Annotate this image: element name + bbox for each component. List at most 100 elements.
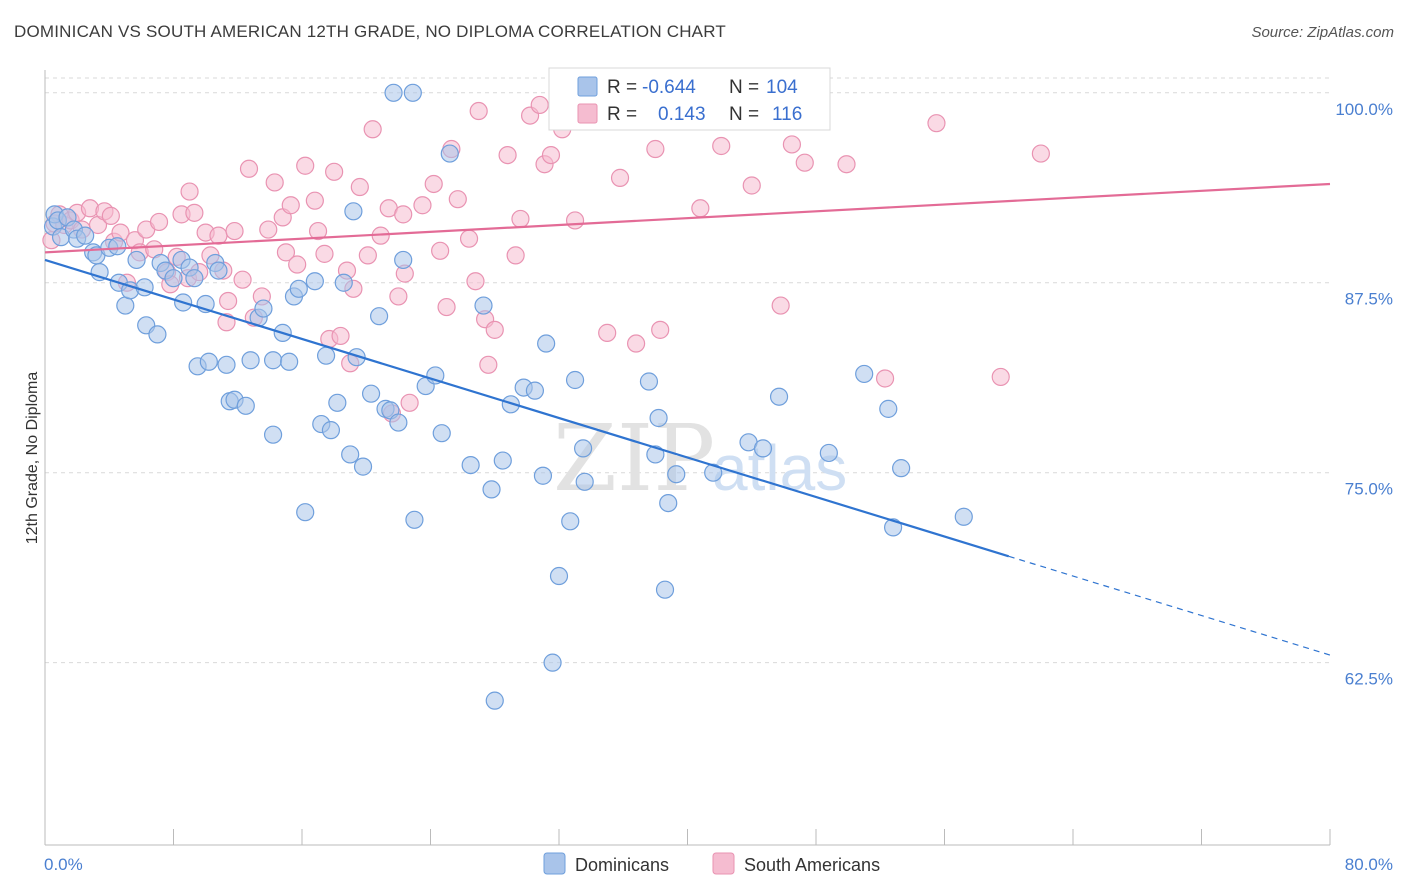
dominican-point xyxy=(575,472,594,491)
south-american-point xyxy=(1031,144,1050,163)
dominican-point xyxy=(344,202,363,221)
dominican-point xyxy=(353,457,373,476)
dominican-point xyxy=(361,384,381,403)
scatter-points xyxy=(42,83,1050,710)
south-american-point xyxy=(598,323,617,342)
south-american-point xyxy=(466,272,485,291)
legend-n-value-dominicans: 104 xyxy=(766,77,798,98)
dominican-point xyxy=(263,425,283,444)
dominican-point xyxy=(384,83,403,102)
legend-r-label-1: R = xyxy=(607,77,637,98)
dominican-point xyxy=(537,334,556,353)
south-american-point xyxy=(795,153,814,172)
south-american-point xyxy=(782,135,802,154)
legend-r-label-2: R = xyxy=(607,104,637,125)
watermark: ZIP atlas xyxy=(553,405,847,512)
south-american-point xyxy=(498,145,517,165)
trend-lines xyxy=(44,182,1331,656)
y-tick-label: 87.5% xyxy=(1345,290,1393,309)
dominican-point xyxy=(485,691,504,710)
dominican-point xyxy=(280,352,299,371)
south-american-point xyxy=(225,221,244,241)
south-american-point xyxy=(315,244,334,263)
south-american-point xyxy=(363,120,382,139)
x-tick-label-min: 0.0% xyxy=(44,855,83,874)
south-american-point xyxy=(875,369,895,388)
south-american-point xyxy=(308,221,328,241)
dominican-point xyxy=(493,451,512,470)
dominican-point xyxy=(127,250,146,270)
dominican-point xyxy=(341,445,360,464)
south-american-point xyxy=(424,174,443,194)
south-american-point xyxy=(837,155,856,174)
dominican-point xyxy=(819,443,838,463)
south-american-point xyxy=(541,145,561,165)
bottom-legend-swatch-dominicans xyxy=(543,852,566,875)
dominican-point xyxy=(639,372,659,391)
south-american-point xyxy=(281,196,300,215)
dominican-point xyxy=(646,445,665,464)
axes: 62.5% 75.0% 87.5% 100.0% 0.0% 80.0% xyxy=(44,70,1393,874)
south-american-point xyxy=(259,220,278,239)
dominican-point xyxy=(148,325,167,344)
watermark-atlas: atlas xyxy=(712,432,847,504)
south-american-point xyxy=(479,355,498,374)
dominican-point xyxy=(370,307,389,326)
dominican-point xyxy=(659,493,678,513)
south-american-point xyxy=(149,212,169,232)
legend-n-label-1: N = xyxy=(729,77,759,98)
dominican-point xyxy=(254,299,273,318)
dominican-trend-line xyxy=(44,258,1010,558)
south-american-point xyxy=(358,246,377,265)
south-american-point xyxy=(185,203,204,222)
legend-swatch-dominicans xyxy=(577,76,598,97)
south-american-point xyxy=(646,139,665,159)
south-american-point xyxy=(296,156,315,175)
dominican-point xyxy=(217,355,236,374)
dominican-point xyxy=(704,463,723,482)
dominican-trend-extension xyxy=(1008,555,1331,656)
south-american-point xyxy=(305,191,324,210)
dominican-point xyxy=(549,566,569,586)
south-american-point xyxy=(209,226,228,245)
y-axis-title: 12th Grade, No Diploma xyxy=(24,372,41,545)
legend-r-value-dominicans: -0.644 xyxy=(642,77,696,98)
south-american-point xyxy=(101,206,120,225)
dominican-point xyxy=(855,364,874,384)
south-american-point xyxy=(239,159,259,178)
south-american-point xyxy=(651,320,670,339)
bottom-legend-swatch-south-americans xyxy=(712,852,735,875)
south-american-point xyxy=(219,291,238,311)
dominican-point xyxy=(440,144,459,163)
dominican-point xyxy=(347,348,366,367)
dominican-point xyxy=(649,408,668,428)
chart-title: DOMINICAN VS SOUTH AMERICAN 12TH GRADE, … xyxy=(14,22,726,41)
dominican-point xyxy=(461,455,480,475)
south-american-point xyxy=(233,270,252,289)
legend-n-label-2: N = xyxy=(729,104,759,125)
dominican-point xyxy=(892,459,911,478)
y-tick-label: 100.0% xyxy=(1335,100,1393,119)
south-american-point xyxy=(325,162,344,181)
dominican-point xyxy=(236,396,255,415)
bottom-legend: Dominicans South Americans xyxy=(543,852,880,875)
south-american-point xyxy=(389,287,408,306)
south-american-point xyxy=(610,168,630,187)
dominican-point xyxy=(565,370,585,390)
dominican-point xyxy=(76,226,95,245)
bottom-legend-south-americans: South Americans xyxy=(744,855,880,875)
south-american-point xyxy=(276,243,296,262)
dominican-point xyxy=(394,250,413,270)
y-tick-label: 62.5% xyxy=(1345,670,1393,689)
legend-r-value-south-americans: 0.143 xyxy=(658,104,706,125)
dominican-point xyxy=(321,421,341,440)
south-american-point xyxy=(431,241,450,260)
dominican-point xyxy=(241,351,260,370)
dominican-point xyxy=(389,413,408,432)
dominican-point xyxy=(164,269,183,288)
bottom-legend-dominicans: Dominicans xyxy=(575,855,669,875)
dominican-point xyxy=(753,439,773,458)
south-american-point xyxy=(927,114,946,133)
y-tick-label: 75.0% xyxy=(1345,480,1393,499)
dominican-point xyxy=(769,387,789,406)
